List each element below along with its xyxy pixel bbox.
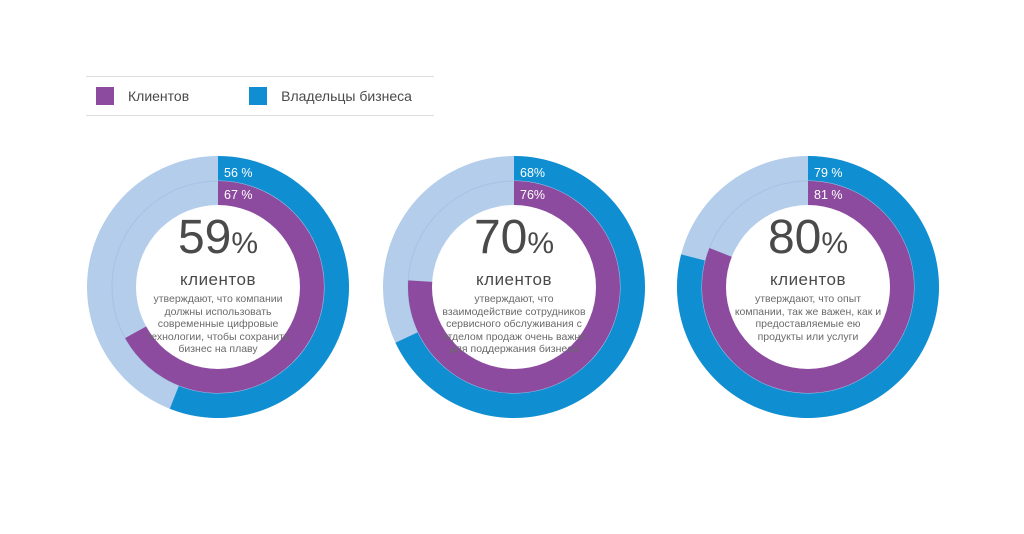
legend-label-clients: Клиентов [128,88,190,104]
headline-unit-2: % [527,227,555,260]
donut-svg-2: 68% 76% [383,156,645,418]
slice-label-clients: 81 % [814,188,843,202]
donut-svg-3: 79 % 81 % [677,156,939,418]
headline-1: 59% [178,214,259,272]
donut-chart-1: 56 % 67 % 59% клиентов утверждают, что ко… [86,155,350,419]
donut-center-1: 59% клиентов утверждают, что компании до… [138,207,298,367]
subject-3: клиентов [770,270,846,289]
legend-item-clients: Клиентов [96,87,189,105]
donut-center-2: 70% клиентов утверждают, что взаимодейст… [434,207,594,367]
headline-2: 70% [474,214,555,272]
legend: Клиентов Владельцы бизнеса [86,76,434,116]
headline-value-1: 59 [177,211,232,264]
description-2: утверждают, что взаимодействие сотрудник… [441,293,587,355]
legend-label-owners: Владельцы бизнеса [281,88,412,104]
donut-hole [136,205,300,369]
donut-chart-2: 68% 76% 70% клиентов утверждают, что взаи… [382,155,646,419]
donut-hole [432,205,596,369]
legend-swatch-owners [249,87,268,105]
subject-2: клиентов [476,270,552,289]
description-3: утверждают, что опыт компании, так же ва… [734,293,882,343]
slice-label-clients: 76% [520,188,545,202]
donut-center-3: 80% клиентов утверждают, что опыт компан… [728,207,888,367]
donut-hole [726,205,890,369]
donut-chart-3: 79 % 81 % 80% клиентов утверждают, что оп… [676,155,940,419]
donut-svg-1: 56 % 67 % [87,156,349,418]
headline-value-3: 80 [767,211,822,264]
subject-1: клиентов [180,270,256,289]
slice-label-owners: 56 % [224,166,253,180]
headline-value-2: 70 [473,211,528,264]
headline-unit-1: % [231,227,259,260]
headline-unit-3: % [821,227,849,260]
legend-swatch-clients [96,87,114,105]
slice-label-clients: 67 % [224,188,253,202]
description-1: утверждают, что компании должны использо… [146,293,290,355]
slice-label-owners: 79 % [814,166,843,180]
headline-3: 80% [768,214,849,272]
legend-item-owners: Владельцы бизнеса [249,87,412,105]
slice-label-owners: 68% [520,166,545,180]
